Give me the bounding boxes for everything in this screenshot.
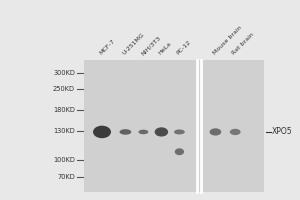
Text: 70KD: 70KD [57,174,75,180]
Text: 130KD: 130KD [53,128,75,134]
Text: XPO5: XPO5 [272,127,292,136]
Text: 250KD: 250KD [53,86,75,92]
Ellipse shape [155,127,168,137]
Text: 100KD: 100KD [53,157,75,163]
Text: HeLa: HeLa [158,41,173,56]
Ellipse shape [120,129,131,135]
Ellipse shape [230,129,241,135]
Text: U-251MG: U-251MG [122,32,146,56]
Ellipse shape [174,129,185,134]
Ellipse shape [139,130,148,134]
Text: Rat brain: Rat brain [232,32,256,56]
Text: Mouse brain: Mouse brain [212,25,243,56]
Ellipse shape [93,126,111,138]
Ellipse shape [175,148,184,155]
Text: NIH/3T3: NIH/3T3 [140,35,161,56]
Text: PC-12: PC-12 [176,40,192,56]
Text: 300KD: 300KD [53,70,75,76]
Text: MCF-7: MCF-7 [98,39,116,56]
Ellipse shape [209,128,221,136]
Text: 180KD: 180KD [53,107,75,113]
FancyBboxPatch shape [84,60,264,192]
